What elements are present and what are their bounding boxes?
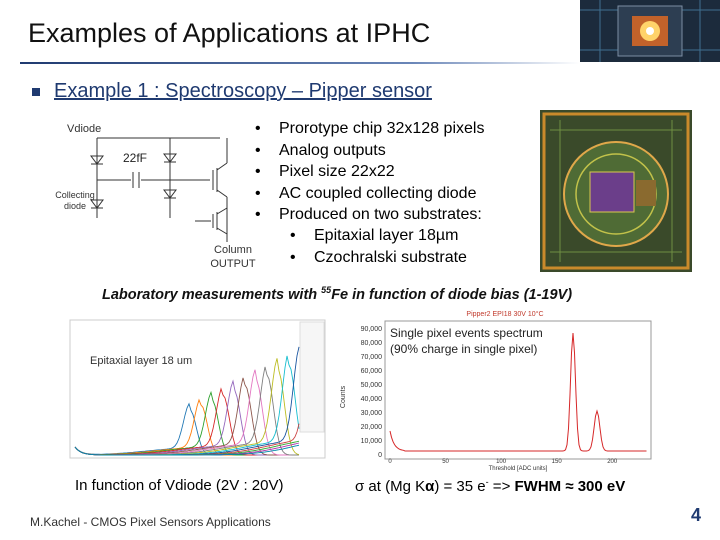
- page-number: 4: [691, 505, 702, 525]
- text: α: [425, 478, 435, 495]
- caption: In function of Vdiode (2V : 20V): [75, 477, 284, 494]
- spectrum-curve: [389, 332, 647, 452]
- text: Fe in function of diode bias (1-19V): [331, 286, 573, 303]
- circuit-label: Vdiode: [67, 123, 101, 135]
- circuit-diagram: Vdiode 22fF Collecting diode Column OUTP…: [55, 123, 256, 270]
- text: σ at (Mg K: [355, 478, 426, 495]
- spectrum-curve: [74, 444, 300, 456]
- substrate-list: Epitaxial layer 18µmCzochralski substrat…: [290, 225, 467, 268]
- substrate-item: Epitaxial layer 18µm: [290, 225, 467, 247]
- circuit-label: diode: [64, 201, 86, 211]
- feature-item: AC coupled collecting diode: [255, 183, 484, 205]
- subtitle: Example 1 : Spectroscopy – Pipper sensor: [54, 80, 432, 102]
- text: =>: [488, 478, 515, 495]
- x-tick-label: 200: [607, 459, 618, 465]
- chip-photo: [580, 0, 720, 62]
- x-tick-label: 150: [552, 459, 563, 465]
- substrate-item: Czochralski substrate: [290, 247, 467, 269]
- plot-annotation: Single pixel events spectrum: [390, 326, 543, 340]
- slide-title: Examples of Applications at IPHC: [28, 18, 431, 48]
- feature-item: Analog outputs: [255, 140, 484, 162]
- circuit-label: OUTPUT: [210, 258, 256, 270]
- feature-list: Prorotype chip 32x128 pixelsAnalog outpu…: [255, 118, 484, 226]
- chip-layout: [540, 110, 692, 272]
- x-tick-label: 100: [496, 459, 507, 465]
- y-tick-label: 10,000: [361, 438, 383, 445]
- y-tick-label: 50,000: [361, 382, 383, 389]
- y-tick-label: 40,000: [361, 396, 383, 403]
- y-tick-label: 90,000: [361, 326, 383, 333]
- plot-annotation: (90% charge in single pixel): [390, 342, 537, 356]
- y-axis-label: Counts: [340, 385, 347, 408]
- feature-item: Prorotype chip 32x128 pixels: [255, 118, 484, 140]
- y-tick-label: 80,000: [361, 340, 383, 347]
- text: FWHM ≈ 300 eV: [514, 478, 626, 495]
- left-plot: Epitaxial layer 18 um: [60, 315, 332, 465]
- y-tick-label: 60,000: [361, 368, 383, 375]
- circuit-label: Collecting: [55, 190, 95, 200]
- caption: σ at (Mg Kα) = 35 e- => FWHM ≈ 300 eV: [355, 477, 625, 495]
- circuit-label: 22fF: [123, 151, 147, 165]
- measurement-heading: Laboratory measurements with 55Fe in fun…: [102, 285, 572, 303]
- superscript: -: [485, 477, 489, 487]
- feature-item: Produced on two substrates:: [255, 204, 484, 226]
- footer: M.Kachel - CMOS Pixel Sensors Applicatio…: [30, 515, 271, 529]
- x-tick-label: 50: [442, 459, 449, 465]
- right-plot: Pipper2 EPI18 30V 10°C Counts Threshold …: [335, 307, 657, 472]
- y-tick-label: 70,000: [361, 354, 383, 361]
- x-tick-label: 0: [388, 459, 392, 465]
- plot-title: Pipper2 EPI18 30V 10°C: [466, 310, 543, 318]
- circuit-label: Column: [214, 244, 252, 256]
- title-rule: [20, 62, 580, 64]
- superscript: 55: [321, 285, 332, 295]
- feature-item: Pixel size 22x22: [255, 161, 484, 183]
- bullet-marker: [32, 88, 40, 96]
- text: ) = 35 e: [434, 478, 486, 495]
- y-tick-label: 20,000: [361, 424, 383, 431]
- y-tick-label: 0: [378, 452, 382, 459]
- text: Laboratory measurements with: [102, 286, 322, 303]
- plot-annotation: Epitaxial layer 18 um: [90, 355, 192, 367]
- y-tick-label: 30,000: [361, 410, 383, 417]
- x-axis-label: Threshold [ADC units]: [489, 466, 548, 472]
